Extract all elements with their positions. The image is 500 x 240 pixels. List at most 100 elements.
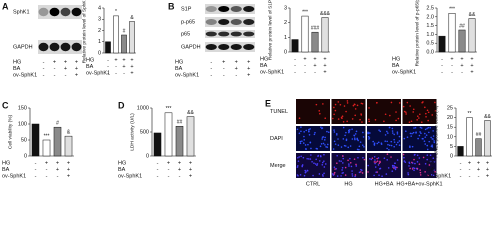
cell-dot	[302, 142, 305, 144]
cell-dot	[386, 159, 388, 161]
significance-mark: ***	[166, 106, 172, 112]
cell-dot	[349, 157, 351, 160]
cell-dot	[410, 135, 412, 137]
blot-band	[218, 6, 230, 12]
cell-dot	[344, 174, 347, 176]
condition-sign: +	[470, 63, 473, 69]
condition-sign: -	[451, 69, 453, 75]
cell-dot	[381, 175, 383, 178]
condition-sign: +	[470, 56, 473, 62]
cell-dot	[362, 131, 364, 134]
condition-label: HG	[86, 57, 94, 63]
cell-dot	[359, 141, 362, 143]
cell-dot	[354, 138, 356, 141]
cell-dot	[362, 144, 364, 146]
micrograph	[402, 153, 437, 178]
cell-dot	[307, 143, 309, 146]
cell-dot	[407, 172, 409, 174]
micrograph	[367, 99, 401, 124]
bar	[458, 29, 466, 53]
cell-dot	[355, 163, 357, 166]
condition-label: HG	[2, 160, 10, 166]
cell-dot	[323, 166, 326, 168]
cell-dot	[300, 130, 302, 133]
condition-sign: +	[53, 59, 56, 65]
cell-dot	[413, 127, 415, 129]
condition-sign: +	[122, 57, 125, 63]
cell-dot	[373, 142, 376, 144]
condition-sign: +	[189, 167, 192, 173]
bar	[129, 21, 135, 54]
cell-dot	[342, 121, 345, 123]
cell-dot	[353, 137, 356, 139]
cell-dot	[424, 171, 426, 173]
cell-dot	[428, 140, 431, 143]
condition-sign: -	[460, 167, 462, 173]
cell-dot	[319, 112, 321, 115]
cell-dot	[306, 169, 309, 172]
cell-dot	[398, 102, 401, 104]
bar	[186, 116, 195, 157]
condition-label: HG	[427, 160, 435, 166]
cell-dot	[418, 134, 421, 137]
cell-dot	[355, 165, 358, 167]
cell-dot	[424, 132, 426, 135]
cell-dot	[386, 153, 389, 156]
cell-dot	[428, 131, 430, 134]
cell-dot	[346, 102, 349, 104]
condition-sign: -	[115, 70, 117, 76]
condition-sign: -	[441, 63, 443, 69]
cell-dot	[375, 161, 377, 163]
cell-dot	[307, 158, 310, 160]
condition-sign: -	[223, 66, 225, 72]
cell-dot	[314, 163, 317, 165]
cell-dot	[373, 161, 376, 163]
cell-dot	[362, 156, 364, 159]
cell-dot	[390, 140, 393, 143]
cell-dot	[327, 131, 330, 133]
cell-dot	[340, 175, 342, 177]
condition-label: HG	[175, 59, 183, 65]
cell-dot	[375, 171, 377, 173]
significance-mark: ***	[302, 9, 308, 15]
cell-dot	[387, 167, 390, 169]
cell-dot	[428, 164, 431, 166]
cell-dot	[396, 131, 399, 133]
y-tick-label: 0	[146, 153, 149, 159]
cell-dot	[299, 174, 302, 176]
blot-band	[71, 42, 82, 52]
significance-mark: ##	[476, 132, 482, 138]
significance-mark: &&	[469, 12, 476, 18]
cell-dot	[419, 113, 421, 116]
cell-dot	[413, 167, 416, 170]
condition-sign: -	[461, 69, 463, 75]
cell-dot	[336, 162, 338, 164]
blot-band	[205, 31, 217, 37]
cell-dot	[359, 118, 361, 121]
cell-dot	[351, 118, 354, 120]
cell-dot	[333, 171, 336, 174]
cell-dot	[415, 132, 417, 134]
cell-dot	[379, 160, 381, 163]
cell-dot	[395, 143, 398, 146]
y-tick-label: 5	[450, 144, 453, 150]
cell-dot	[383, 157, 386, 160]
cell-dot	[420, 127, 423, 129]
cell-dot	[308, 133, 311, 136]
cell-dot	[372, 140, 374, 143]
blot-background	[205, 42, 255, 52]
cell-dot	[321, 174, 324, 176]
cell-dot	[367, 164, 370, 167]
condition-sign: -	[54, 66, 56, 72]
condition-sign: +	[486, 167, 489, 173]
condition-sign: +	[247, 66, 250, 72]
cell-dot	[397, 117, 400, 120]
cell-dot	[426, 144, 429, 147]
cell-dot	[360, 113, 362, 115]
y-tick-label: 100	[18, 121, 27, 127]
cell-dot	[303, 174, 306, 177]
cell-dot	[313, 133, 316, 136]
cell-dot	[383, 120, 385, 123]
cell-dot	[390, 144, 393, 147]
cell-dot	[376, 157, 378, 160]
